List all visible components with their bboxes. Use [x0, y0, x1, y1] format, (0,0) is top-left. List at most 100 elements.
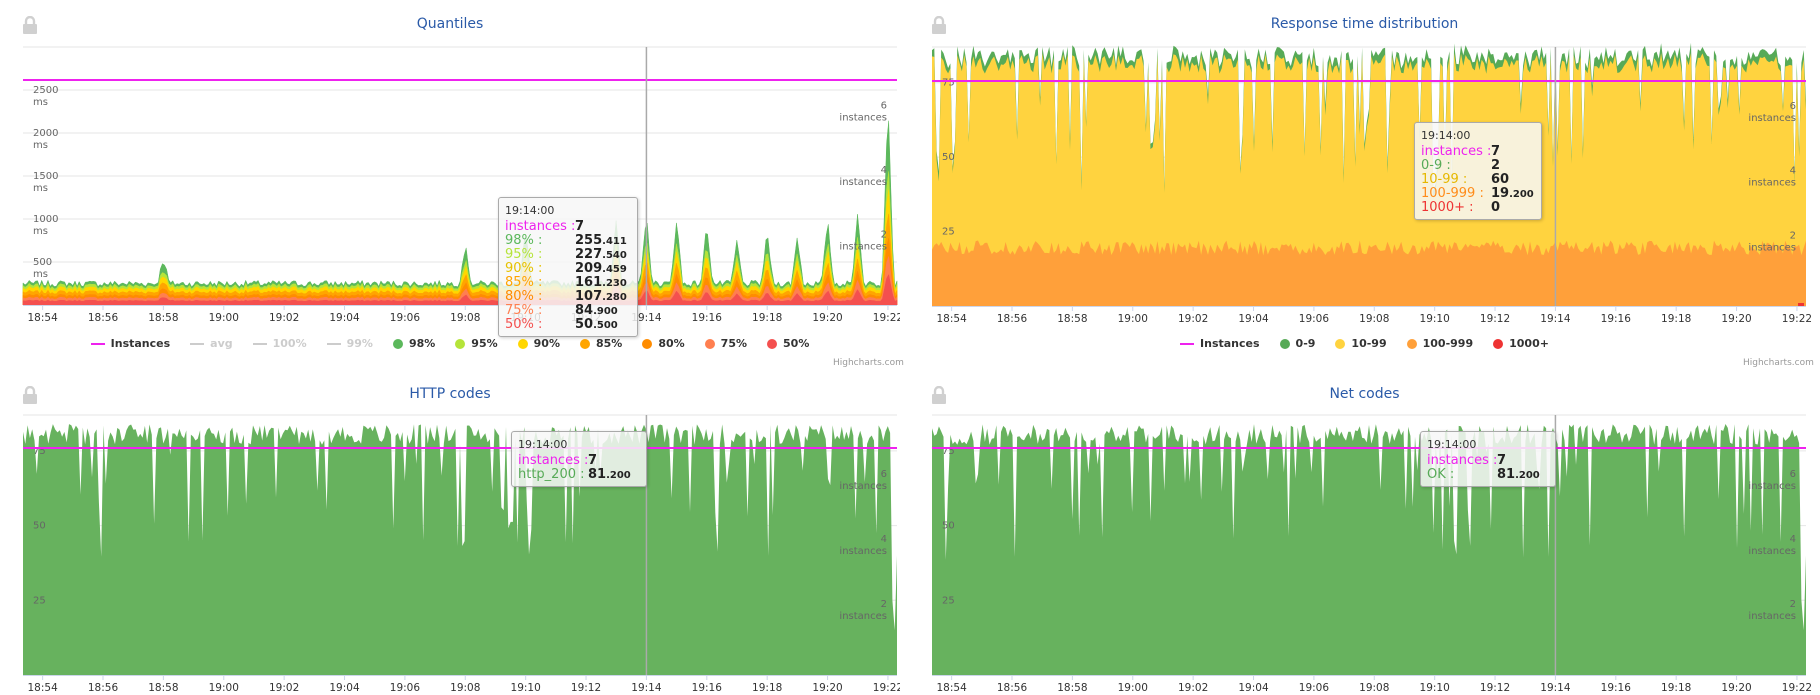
legend-item[interactable]: 10-99	[1335, 337, 1387, 350]
lock-icon[interactable]	[22, 16, 38, 34]
tooltip-row: 80% : 107.280	[505, 290, 629, 304]
tooltip: 19:14:00 instances :7 http_200 :81.200	[511, 431, 647, 487]
legend-line-icon	[190, 343, 205, 345]
y-tick-label: 25	[942, 227, 955, 238]
lock-icon[interactable]	[931, 16, 947, 34]
x-tick-label: 19:10	[1420, 682, 1450, 694]
lock-icon[interactable]	[22, 386, 38, 404]
legend-label: 1000+	[1509, 337, 1549, 350]
y-tick-label: 75	[33, 446, 46, 457]
x-tick-label: 19:08	[1359, 682, 1389, 694]
http-plot[interactable]: 2550752instances4instances6instances18:5…	[0, 370, 900, 695]
net-plot[interactable]: 2550752instances4instances6instances18:5…	[909, 370, 1820, 695]
x-tick-label: 18:58	[148, 312, 178, 324]
tooltip-value-int: 60	[1491, 172, 1510, 187]
x-tick-label: 19:22	[873, 682, 900, 694]
x-tick-label: 18:58	[148, 682, 178, 694]
legend-dot-icon	[642, 339, 653, 349]
tooltip-time: 19:14:00	[518, 438, 568, 451]
y-tick-label: 500	[33, 257, 52, 268]
tooltip-row: 98% : 255.411	[505, 234, 629, 248]
x-tick-label: 18:58	[1057, 682, 1087, 694]
legend-item[interactable]: 90%	[517, 337, 560, 350]
tooltip-value: 60	[1491, 173, 1509, 188]
lock-icon[interactable]	[931, 386, 947, 404]
instances-tick-label: 2	[1790, 599, 1796, 610]
tooltip-row: 100-999 : 19.200	[1421, 187, 1534, 201]
tooltip-series-name: instances :	[505, 219, 576, 234]
tooltip-value-dec: .500	[593, 320, 618, 331]
legend-item[interactable]: 100%	[252, 337, 307, 350]
legend-item[interactable]: 1000+	[1493, 337, 1549, 350]
y-tick-label: 1500	[33, 171, 58, 182]
legend-item[interactable]: 95%	[455, 337, 498, 350]
tooltip-value: 7	[1491, 145, 1500, 160]
legend-item[interactable]: Instances	[90, 337, 171, 350]
instances-tick-label: 6	[881, 101, 887, 112]
legend-dot-icon	[1279, 339, 1290, 349]
x-tick-label: 19:04	[1238, 313, 1269, 325]
tooltip-value-int: 107	[575, 289, 603, 304]
instances-tick-label: 6	[1790, 469, 1796, 480]
legend-item[interactable]: 85%	[579, 337, 622, 350]
tooltip-time: 19:14:00	[505, 204, 555, 217]
legend-label: 80%	[658, 337, 685, 350]
legend-dot-icon	[455, 339, 466, 349]
legend-item[interactable]: avg	[190, 337, 233, 350]
y-tick-unit: ms	[33, 183, 48, 194]
tooltip-value-int: 7	[1491, 144, 1501, 159]
legend-label: 95%	[471, 337, 498, 350]
instances-tick-unit: instances	[839, 113, 887, 124]
tooltip-value: 107.280	[575, 290, 627, 305]
legend-label: avg	[210, 337, 233, 350]
legend-item[interactable]: 98%	[392, 337, 435, 350]
tooltip-row: 0-9 : 2	[1421, 159, 1533, 173]
x-tick-label: 19:22	[873, 312, 900, 324]
tooltip-value: 255.411	[575, 234, 627, 249]
legend-line-icon	[252, 343, 267, 345]
series-area-75%	[22, 256, 898, 306]
y-tick-label: 25	[942, 595, 955, 606]
legend-item[interactable]: Instances	[1180, 337, 1260, 350]
tooltip-value-int: 161	[575, 275, 603, 290]
x-tick-label: 19:10	[511, 682, 541, 694]
instances-tick-label: 2	[881, 230, 887, 241]
tooltip-value-dec: .200	[1515, 470, 1540, 481]
legend-item[interactable]: 99%	[326, 337, 373, 350]
instances-tick-label: 6	[1790, 101, 1796, 112]
legend-label: Instances	[110, 337, 171, 350]
legend-item[interactable]: 50%	[767, 337, 809, 350]
x-tick-label: 18:56	[88, 312, 119, 324]
x-tick-label: 19:16	[692, 682, 723, 694]
tooltip-value-int: 50	[575, 317, 594, 332]
quantiles-plot[interactable]: 500ms1000ms1500ms2000ms2500ms2instances4…	[0, 0, 900, 330]
highcharts-credits[interactable]: Highcharts.com	[833, 358, 904, 368]
x-tick-label: 19:06	[1299, 313, 1330, 325]
x-tick-label: 19:12	[1480, 682, 1510, 694]
x-tick-label: 18:54	[936, 682, 967, 694]
tooltip-series-name: 85% :	[505, 275, 543, 290]
tooltip-value: 81.200	[1497, 468, 1540, 483]
legend-dot-icon	[1335, 339, 1346, 349]
x-tick-label: 19:00	[209, 312, 239, 324]
legend-item[interactable]: 80%	[642, 337, 685, 350]
x-tick-label: 19:12	[1480, 313, 1510, 325]
legend-item[interactable]: 75%	[704, 337, 747, 350]
rtd-plot[interactable]: 2550752instances4instances6instances18:5…	[909, 0, 1820, 330]
tooltip-row: 1000+ : 0	[1421, 201, 1533, 215]
legend-item[interactable]: 100-999	[1406, 337, 1473, 350]
legend-label: 100%	[272, 337, 307, 350]
tooltip-row: instances :7	[1427, 454, 1547, 468]
response-time-panel: Response time distribution 25 50 75 2 instan…	[909, 0, 1820, 370]
legend-item[interactable]: 0-9	[1279, 337, 1315, 350]
legend-label: 50%	[783, 337, 810, 350]
series-area-100-999	[932, 240, 1806, 306]
tooltip-value-dec: .540	[602, 250, 627, 261]
tooltip-series-name: 0-9 :	[1421, 158, 1451, 173]
tooltip-value: 7	[588, 454, 597, 469]
highcharts-credits[interactable]: Highcharts.com	[1743, 358, 1814, 368]
x-tick-label: 19:20	[1721, 682, 1751, 694]
tooltip-value-int: 81	[1497, 467, 1516, 482]
series-area-1000plus	[1798, 303, 1804, 306]
tooltip-series-name: instances :	[518, 453, 589, 468]
